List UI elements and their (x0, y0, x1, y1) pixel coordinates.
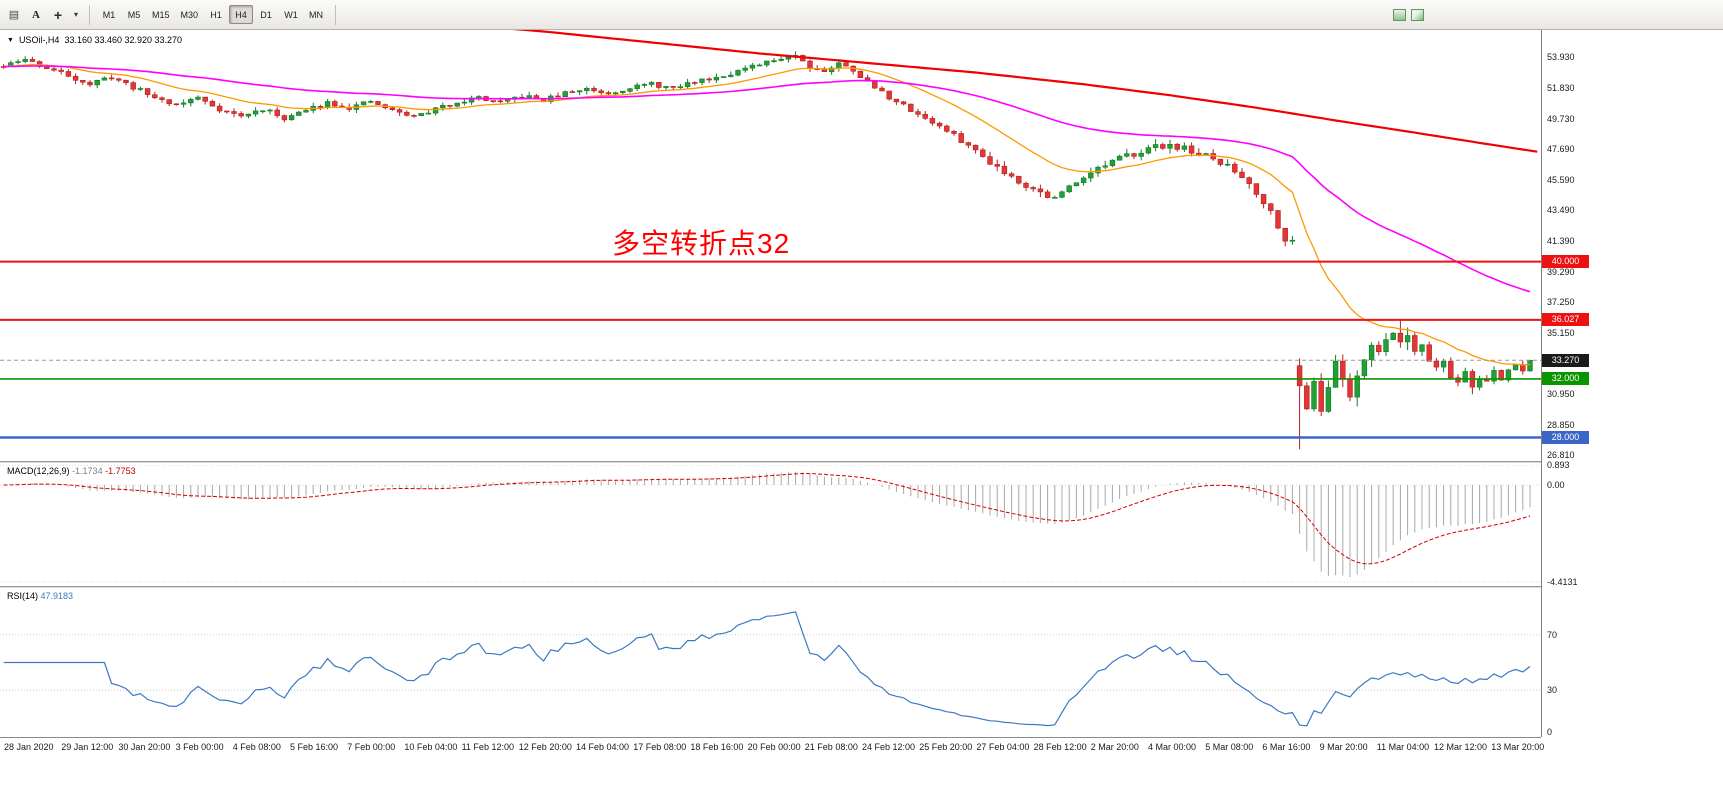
time-label: 29 Jan 12:00 (61, 742, 114, 752)
time-label: 21 Feb 08:00 (804, 742, 858, 752)
macd-tick-label: 0.893 (1547, 460, 1570, 471)
timeframe-m5-button[interactable]: M5 (127, 9, 141, 20)
charts-toolbar-icon[interactable]: ▤ (8, 9, 20, 21)
timeframe-m30-button[interactable]: M30 (180, 9, 199, 20)
price-tick-label: 53.930 (1547, 52, 1575, 63)
drawing-dropdown-icon[interactable]: ▾ (73, 10, 78, 19)
crosshair-tool-icon[interactable]: + (53, 6, 63, 23)
macd-main-value: -1.1734 (72, 466, 103, 476)
time-label: 18 Feb 16:00 (690, 742, 744, 752)
price-line-badge: 40.000 (1542, 255, 1589, 269)
chart-text-annotation[interactable]: 多空转折点32 (612, 228, 791, 259)
macd-signal-value: -1.7753 (105, 466, 136, 476)
tile-windows-icon[interactable] (1393, 9, 1406, 21)
price-tick-label: 26.810 (1547, 449, 1575, 460)
time-label: 14 Feb 04:00 (576, 742, 630, 752)
time-axis[interactable]: 28 Jan 2020 29 Jan 12:00 30 Jan 20:00 3 Feb… (0, 737, 1545, 757)
price-chart-canvas[interactable]: ▼ USOil-,H4 33.160 33.460 32.920 33.270 … (0, 30, 1541, 461)
price-tick-label: 28.850 (1547, 420, 1575, 431)
price-line-badge: 33.270 (1542, 353, 1589, 367)
rsi-label: RSI(14) 47.9183 (7, 591, 74, 601)
time-label: 5 Mar 08:00 (1205, 742, 1254, 752)
time-label: 13 Mar 20:00 (1491, 742, 1545, 752)
time-label: 9 Mar 20:00 (1319, 742, 1368, 752)
timeframe-group: M1 M5 M15 M30 H1 H4 D1 W1 MN (97, 5, 328, 24)
time-label: 12 Feb 20:00 (518, 742, 572, 752)
price-tick-label: 41.390 (1547, 236, 1575, 247)
toolbar-separator (89, 4, 90, 25)
rsi-tick-label: 70 (1547, 629, 1558, 640)
ohlc-values: 33.160 33.460 32.920 33.270 (64, 35, 183, 45)
time-label: 20 Feb 00:00 (747, 742, 801, 752)
price-tick-label: 43.490 (1547, 205, 1575, 216)
time-label: 27 Feb 04:00 (976, 742, 1030, 752)
price-tick-label: 35.150 (1547, 327, 1575, 338)
time-label: 12 Mar 12:00 (1434, 742, 1488, 752)
macd-label: MACD(12,26,9) -1.1734 -1.7753 (7, 466, 136, 476)
price-tick-label: 30.950 (1547, 389, 1575, 400)
time-label: 4 Mar 00:00 (1148, 742, 1197, 752)
rsi-value: 47.9183 (40, 591, 74, 601)
price-tick-label: 37.250 (1547, 296, 1575, 307)
time-label: 28 Feb 12:00 (1033, 742, 1087, 752)
macd-tick-label: 0.00 (1547, 479, 1565, 490)
window-icons-group (1393, 9, 1424, 21)
timeframe-m1-button[interactable]: M1 (102, 9, 116, 20)
time-label: 25 Feb 20:00 (919, 742, 973, 752)
timeframe-w1-button[interactable]: W1 (284, 9, 298, 20)
timeframe-h4-button[interactable]: H4 (229, 5, 254, 24)
price-axis[interactable]: 53.930 51.830 49.730 47.690 45.590 43.490 41.3… (1541, 30, 1603, 737)
cascade-windows-icon[interactable] (1411, 9, 1424, 21)
price-line-badge: 28.000 (1542, 431, 1589, 445)
time-label: 5 Feb 16:00 (290, 742, 339, 752)
panel-divider[interactable] (0, 586, 1601, 588)
chart-window: ▼ USOil-,H4 33.160 33.460 32.920 33.270 … (0, 30, 1723, 793)
time-label: 30 Jan 20:00 (118, 742, 171, 752)
time-label: 4 Feb 08:00 (232, 742, 281, 752)
time-label: 3 Feb 00:00 (175, 742, 224, 752)
macd-indicator-canvas[interactable]: MACD(12,26,9) -1.1734 -1.7753 (0, 463, 1541, 586)
time-label: 2 Mar 20:00 (1090, 742, 1139, 752)
timeframe-mn-button[interactable]: MN (309, 9, 324, 20)
rsi-indicator-canvas[interactable]: RSI(14) 47.9183 (0, 588, 1541, 737)
timeframe-d1-button[interactable]: D1 (260, 9, 272, 20)
time-label: 11 Mar 04:00 (1376, 742, 1430, 752)
time-label: 7 Feb 00:00 (347, 742, 396, 752)
symbol-dropdown-icon[interactable]: ▼ (7, 36, 14, 44)
time-label: 24 Feb 12:00 (862, 742, 916, 752)
time-label: 6 Mar 16:00 (1262, 742, 1311, 752)
panel-divider[interactable] (0, 461, 1601, 463)
price-tick-label: 51.830 (1547, 83, 1575, 94)
price-tick-label: 39.290 (1547, 267, 1575, 278)
chart-toolbar: ▤ A + ▾ M1 M5 M15 M30 H1 H4 D1 W1 MN (0, 0, 1723, 30)
price-tick-label: 49.730 (1547, 113, 1575, 124)
symbol-title: USOil-,H4 (18, 35, 60, 45)
rsi-tick-label: 0 (1547, 727, 1553, 737)
symbol-ohlc-label: ▼ USOil-,H4 33.160 33.460 32.920 33.270 (7, 35, 182, 45)
time-label: 28 Jan 2020 (4, 742, 54, 752)
price-line-badge: 32.000 (1542, 372, 1589, 386)
time-label: 11 Feb 12:00 (461, 742, 514, 752)
time-label: 17 Feb 08:00 (633, 742, 687, 752)
price-tick-label: 45.590 (1547, 174, 1575, 185)
price-line-badge: 36.027 (1542, 313, 1589, 327)
rsi-tick-label: 30 (1547, 685, 1558, 696)
timeframe-m15-button[interactable]: M15 (152, 9, 170, 20)
timeframe-h1-button[interactable]: H1 (210, 9, 222, 20)
toolbar-separator (335, 4, 337, 25)
time-label: 10 Feb 04:00 (404, 742, 458, 752)
price-tick-label: 47.690 (1547, 143, 1575, 154)
text-tool-icon[interactable]: A (32, 8, 40, 21)
macd-tick-label: -4.4131 (1547, 576, 1578, 587)
